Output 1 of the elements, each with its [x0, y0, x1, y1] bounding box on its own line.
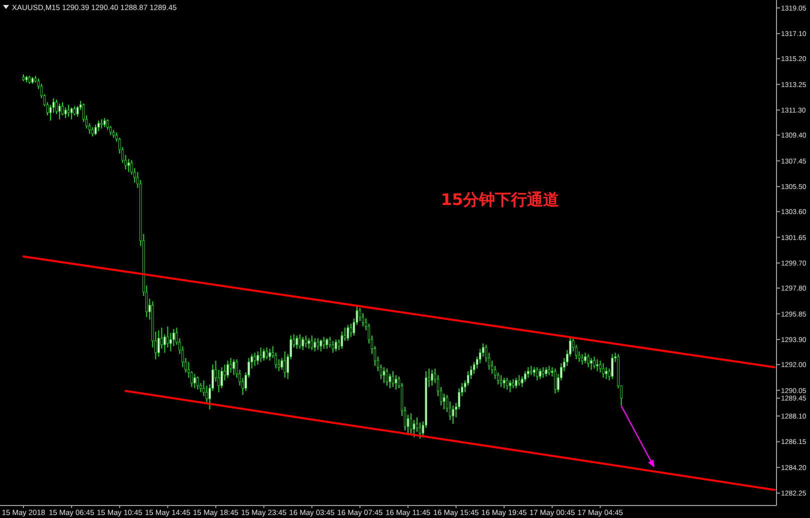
annotation: 15分钟下行通道 [440, 190, 560, 209]
